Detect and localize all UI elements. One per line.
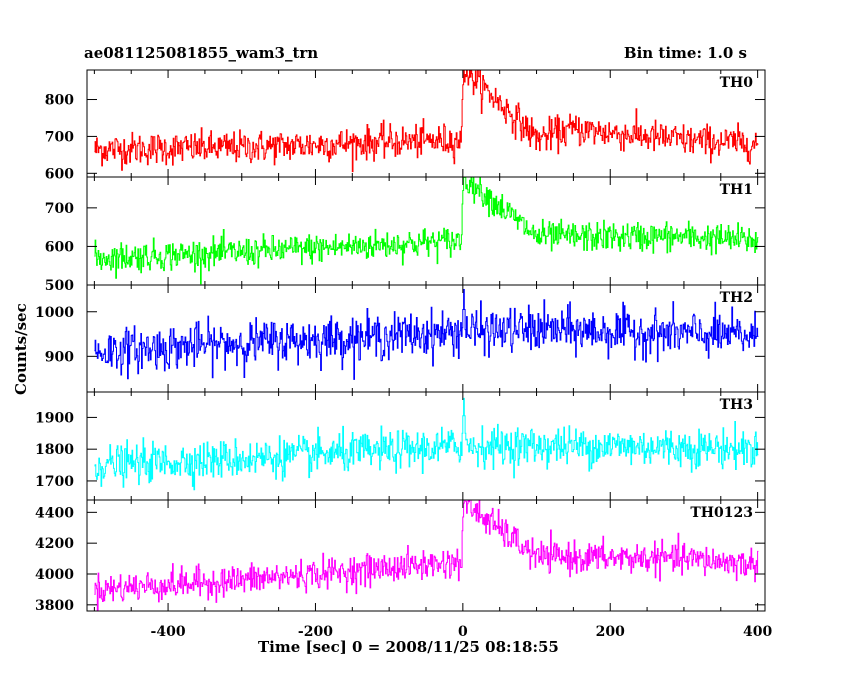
series-line-th3 — [94, 397, 759, 491]
panel-label-th0: TH0 — [720, 75, 754, 91]
panel-frame-th0 — [86, 69, 766, 178]
series-line-th0123 — [94, 500, 759, 611]
series-line-th1 — [94, 177, 759, 285]
y-tick-label: 800 — [45, 93, 74, 109]
chart-title: ae081125081855_wam3_trn — [84, 44, 319, 62]
x-tick-label: 0 — [458, 624, 468, 640]
x-tick-label: 200 — [596, 624, 625, 640]
y-tick-label: 4200 — [35, 536, 74, 552]
panel-label-th2: TH2 — [720, 290, 753, 306]
y-tick-label: 1800 — [35, 442, 74, 458]
y-tick-label: 4400 — [35, 505, 74, 521]
y-tick-label: 1700 — [35, 474, 74, 490]
y-tick-label: 700 — [45, 129, 74, 145]
x-tick-label: -400 — [151, 624, 186, 640]
panel-label-th3: TH3 — [720, 397, 753, 413]
x-tick-label: 400 — [743, 624, 772, 640]
y-tick-label: 600 — [45, 239, 74, 255]
y-tick-label: 700 — [45, 201, 74, 217]
series-line-th0 — [94, 70, 759, 173]
y-tick-label: 1900 — [35, 410, 74, 426]
y-tick-label: 900 — [45, 349, 74, 365]
y-tick-label: 4000 — [35, 567, 74, 583]
panel-label-th0123: TH0123 — [690, 505, 753, 521]
x-axis-label: Time [sec] 0 = 2008/11/25 08:18:55 — [258, 638, 559, 656]
panel-frame-th1 — [86, 176, 766, 286]
x-tick-label: -200 — [298, 624, 333, 640]
y-tick-label: 3800 — [35, 598, 74, 614]
bin-time-label: Bin time: 1.0 s — [623, 44, 747, 62]
y-tick-label: 1000 — [35, 305, 74, 321]
y-tick-label: 500 — [45, 278, 74, 294]
y-tick-label: 600 — [45, 166, 74, 182]
panel-label-th1: TH1 — [720, 182, 753, 198]
series-line-th2 — [94, 289, 759, 380]
